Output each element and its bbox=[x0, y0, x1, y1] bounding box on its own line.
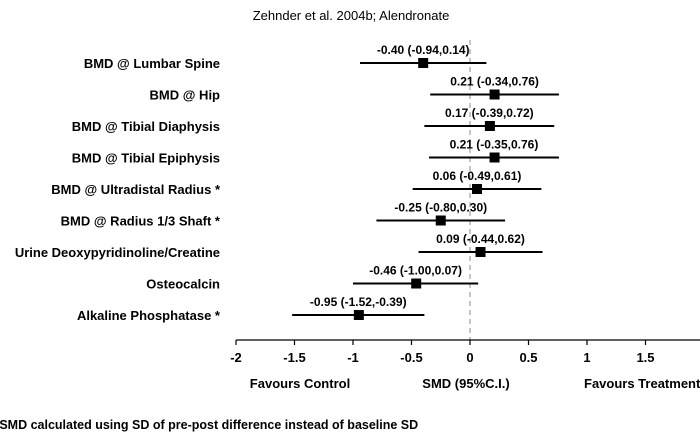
estimate-label: 0.17 (-0.39,0.72) bbox=[445, 106, 534, 120]
x-tick-label: -1 bbox=[347, 350, 359, 365]
point-estimate-marker bbox=[418, 58, 429, 68]
point-estimate-marker bbox=[353, 310, 364, 320]
footnote: * SMD calculated using SD of pre-post di… bbox=[0, 418, 418, 432]
x-tick-label: 0 bbox=[466, 350, 473, 365]
row-label: BMD @ Tibial Epiphysis bbox=[72, 151, 220, 166]
rows-group: BMD @ Lumbar Spine -0.40 (-0.94,0.14) BMD … bbox=[15, 43, 559, 323]
chart-title: Zehnder et al. 2004b; Alendronate bbox=[253, 8, 450, 23]
row-label: BMD @ Radius 1/3 Shaft * bbox=[61, 214, 221, 229]
row-label: BMD @ Lumbar Spine bbox=[84, 56, 220, 71]
point-estimate-marker bbox=[472, 184, 483, 194]
favours-treatment-label: Favours Treatment bbox=[584, 376, 700, 391]
x-ticks-group: -2 -1.5 -1 -0.5 0 0.5 1 1.5 bbox=[230, 340, 655, 365]
row-label: BMD @ Ultradistal Radius * bbox=[51, 182, 221, 197]
estimate-label: 0.21 (-0.34,0.76) bbox=[450, 75, 539, 89]
row-label: Alkaline Phosphatase * bbox=[77, 308, 221, 323]
point-estimate-marker bbox=[411, 278, 422, 289]
x-tick-label: -2 bbox=[230, 350, 242, 365]
favours-control-label: Favours Control bbox=[250, 376, 350, 391]
estimate-label: 0.06 (-0.49,0.61) bbox=[433, 169, 522, 183]
x-tick-label: 0.5 bbox=[519, 350, 537, 365]
point-estimate-marker bbox=[475, 247, 486, 257]
estimate-label: -0.40 (-0.94,0.14) bbox=[377, 43, 470, 57]
x-tick-label: -1.5 bbox=[283, 350, 305, 365]
x-tick-label: 1 bbox=[583, 350, 590, 365]
x-axis-title: SMD (95%C.I.) bbox=[422, 376, 509, 391]
estimate-label: 0.21 (-0.35,0.76) bbox=[450, 138, 539, 152]
estimate-label: -0.95 (-1.52,-0.39) bbox=[310, 295, 407, 309]
row-label: BMD @ Tibial Diaphysis bbox=[72, 119, 220, 134]
row-label: Osteocalcin bbox=[146, 277, 220, 292]
estimate-label: -0.46 (-1.00,0.07) bbox=[369, 264, 462, 278]
point-estimate-marker bbox=[484, 121, 495, 131]
estimate-label: -0.25 (-0.80,0.30) bbox=[394, 201, 487, 215]
point-estimate-marker bbox=[435, 215, 446, 226]
point-estimate-marker bbox=[489, 152, 500, 163]
x-tick-label: -0.5 bbox=[400, 350, 422, 365]
row-label: BMD @ Hip bbox=[150, 88, 221, 103]
x-tick-label: 1.5 bbox=[636, 350, 654, 365]
row-label: Urine Deoxypyridinoline/Creatine bbox=[15, 245, 220, 260]
estimate-label: 0.09 (-0.44,0.62) bbox=[436, 232, 525, 246]
point-estimate-marker bbox=[489, 89, 500, 100]
